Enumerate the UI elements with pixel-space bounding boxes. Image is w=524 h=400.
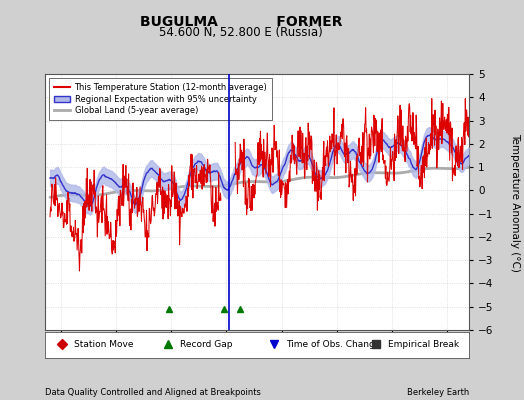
Text: Time of Obs. Change: Time of Obs. Change [287, 340, 381, 349]
Text: Station Move: Station Move [74, 340, 134, 349]
Legend: This Temperature Station (12-month average), Regional Expectation with 95% uncer: This Temperature Station (12-month avera… [49, 78, 272, 120]
Text: Record Gap: Record Gap [180, 340, 233, 349]
Text: Berkeley Earth: Berkeley Earth [407, 388, 469, 397]
Text: 54.600 N, 52.800 E (Russia): 54.600 N, 52.800 E (Russia) [159, 26, 323, 39]
Text: Empirical Break: Empirical Break [388, 340, 460, 349]
Text: BUGULMA            FORMER: BUGULMA FORMER [140, 15, 342, 29]
Y-axis label: Temperature Anomaly (°C): Temperature Anomaly (°C) [510, 132, 520, 272]
Text: Data Quality Controlled and Aligned at Breakpoints: Data Quality Controlled and Aligned at B… [45, 388, 260, 397]
